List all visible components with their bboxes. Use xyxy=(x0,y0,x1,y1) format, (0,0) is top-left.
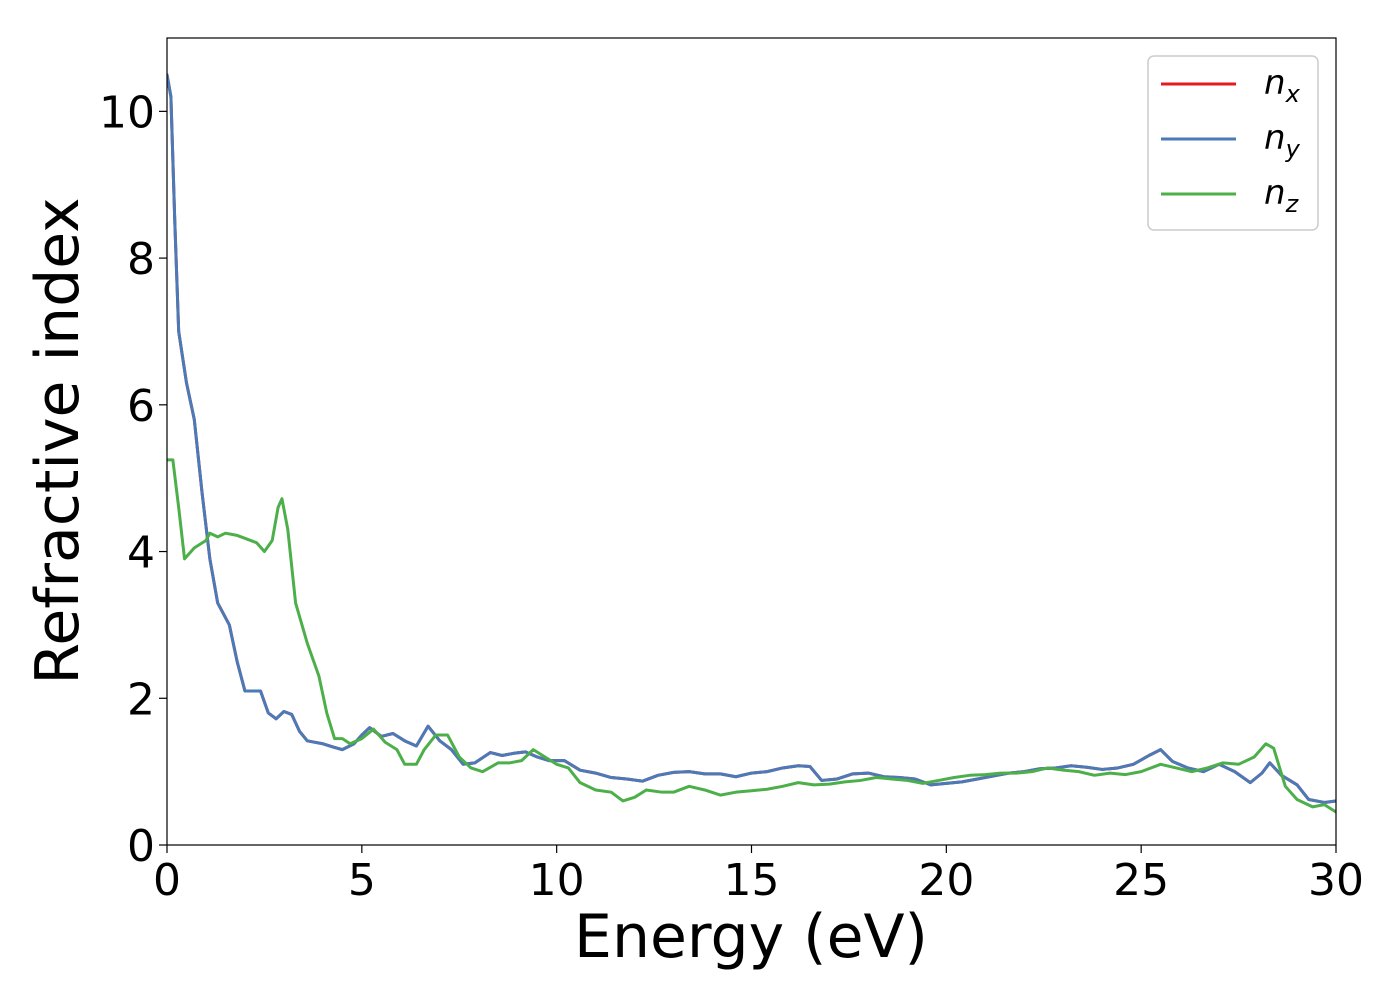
plot-background xyxy=(167,38,1336,845)
x-tick-label: 30 xyxy=(1308,855,1364,906)
legend: nx ny nz xyxy=(1147,55,1319,231)
y-tick-label: 4 xyxy=(127,528,155,579)
y-tick-label: 6 xyxy=(127,381,155,432)
axes-layer: 0 5 10 15 20 25 30 0 2 4 6 8 10 xyxy=(99,37,1364,906)
y-tick-label: 10 xyxy=(99,87,155,138)
x-tick-label: 25 xyxy=(1113,855,1169,906)
series-layer xyxy=(167,73,1336,814)
x-tick-label: 20 xyxy=(918,855,974,906)
y-tick-label: 8 xyxy=(127,234,155,285)
x-tick-label: 15 xyxy=(724,855,780,906)
legend-label-z: nz xyxy=(1264,173,1300,218)
x-tick-label: 0 xyxy=(153,855,181,906)
legend-label-y: ny xyxy=(1264,118,1301,163)
y-tick-label: 2 xyxy=(127,674,155,725)
x-tick-label: 5 xyxy=(348,855,376,906)
plot-area xyxy=(167,38,1336,845)
y-axis-label: Refractive index xyxy=(23,197,93,684)
legend-label-x: nx xyxy=(1264,63,1301,108)
y-tick-label: 0 xyxy=(127,821,155,872)
x-axis-label: Energy (eV) xyxy=(574,902,928,972)
x-tick-label: 10 xyxy=(529,855,585,906)
legend-box xyxy=(1147,55,1319,231)
series-line-y xyxy=(167,73,1336,804)
series-line-z xyxy=(167,458,1336,814)
